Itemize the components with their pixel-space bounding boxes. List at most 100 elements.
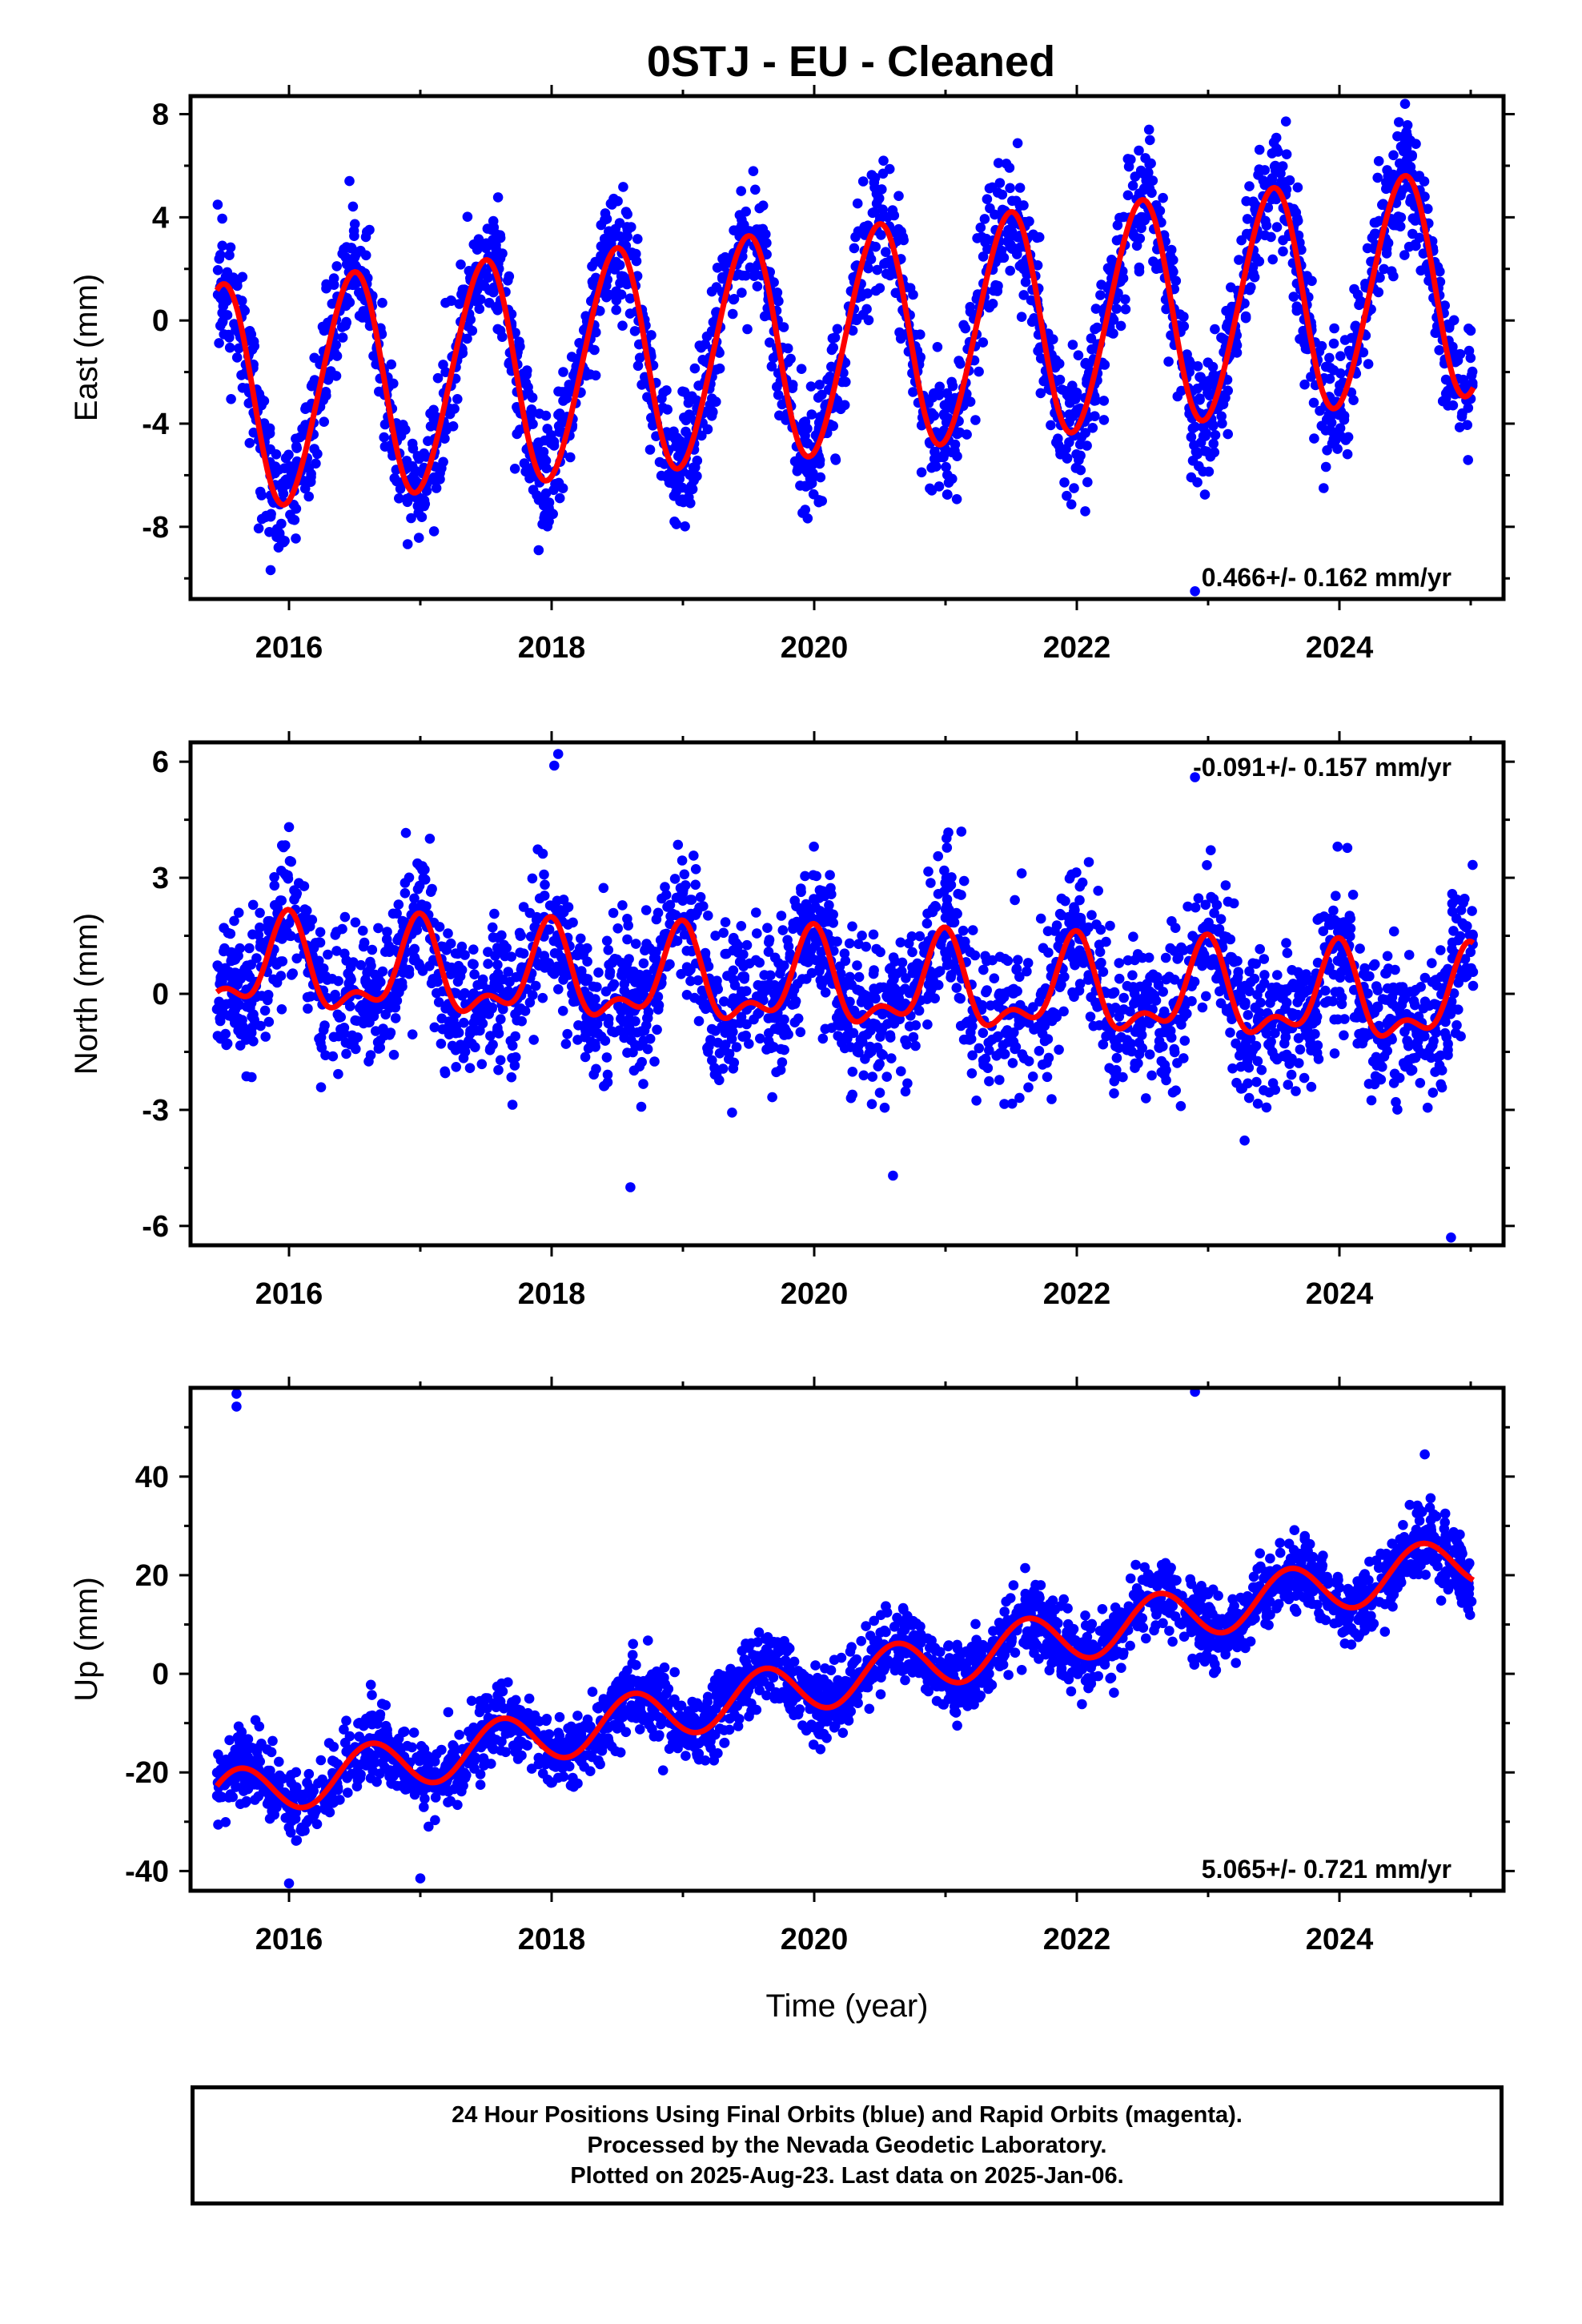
data-point — [1381, 248, 1392, 259]
data-point — [621, 279, 632, 290]
data-point — [998, 1039, 1009, 1051]
data-point — [820, 1023, 831, 1035]
data-point — [276, 534, 287, 545]
data-point — [1281, 184, 1292, 195]
data-point — [1190, 902, 1201, 913]
data-point — [669, 874, 681, 884]
data-point — [1465, 947, 1476, 958]
data-point — [379, 432, 390, 443]
data-point — [1054, 1044, 1064, 1055]
data-point — [593, 967, 604, 978]
data-point — [632, 360, 644, 372]
data-point — [1403, 950, 1415, 960]
data-point — [874, 283, 885, 294]
data-point — [956, 826, 967, 837]
data-point — [450, 948, 461, 959]
data-point — [468, 1017, 479, 1028]
data-point — [1371, 228, 1381, 239]
data-point — [1271, 194, 1282, 205]
data-point — [459, 1017, 469, 1028]
data-point — [1035, 388, 1046, 399]
data-point — [553, 420, 564, 432]
data-point — [1259, 970, 1270, 980]
data-point — [680, 521, 690, 532]
data-point — [1179, 1035, 1191, 1046]
data-point — [409, 893, 420, 904]
data-point — [1111, 1052, 1122, 1063]
data-point — [528, 1035, 539, 1045]
data-point — [896, 1066, 906, 1076]
data-point — [1010, 895, 1020, 906]
data-point — [1270, 160, 1281, 171]
data-point — [1403, 159, 1413, 170]
data-point — [558, 367, 568, 377]
data-point — [707, 393, 717, 404]
data-point — [506, 951, 516, 962]
data-point — [1369, 1007, 1379, 1018]
data-point — [910, 1040, 921, 1051]
data-point — [874, 1059, 885, 1069]
data-point — [440, 297, 451, 308]
data-point — [393, 899, 404, 910]
data-point — [495, 253, 506, 263]
data-point — [1192, 361, 1203, 372]
data-point — [1395, 158, 1405, 169]
data-point — [1294, 990, 1304, 1001]
data-point — [1440, 392, 1452, 404]
data-point — [993, 187, 1003, 198]
data-point — [1366, 1095, 1377, 1106]
data-point — [1014, 1092, 1025, 1104]
data-point — [678, 884, 689, 895]
data-point — [1022, 966, 1032, 977]
data-point — [1105, 920, 1115, 931]
data-point — [779, 1014, 789, 1025]
data-point — [389, 945, 400, 955]
data-point — [265, 565, 276, 576]
data-point — [533, 437, 544, 448]
data-point — [533, 545, 544, 556]
data-point — [270, 461, 281, 472]
data-point — [908, 1031, 919, 1043]
data-point — [1106, 255, 1117, 265]
data-point — [991, 1051, 1002, 1061]
data-point — [1256, 1064, 1267, 1076]
data-point — [484, 1045, 496, 1055]
data-point — [1371, 217, 1381, 228]
data-point — [1270, 1084, 1281, 1096]
data-point — [608, 262, 619, 273]
data-point — [913, 1005, 925, 1016]
data-point — [886, 1053, 897, 1063]
data-point — [1208, 438, 1219, 449]
data-point — [489, 908, 500, 919]
data-point — [1162, 1024, 1173, 1035]
data-point — [618, 182, 628, 192]
data-point — [382, 927, 392, 937]
data-point — [649, 1056, 660, 1067]
data-point — [828, 420, 838, 432]
data-point — [269, 872, 279, 883]
data-point — [1319, 997, 1331, 1008]
data-point — [787, 383, 798, 394]
data-point — [1129, 999, 1139, 1009]
data-point — [1313, 1054, 1324, 1064]
data-point — [858, 1070, 869, 1081]
data-point — [1102, 263, 1114, 274]
velocity-rate-label: 0.466+/- 0.162 mm/yr — [1202, 563, 1452, 592]
data-point — [234, 343, 244, 354]
data-point — [935, 939, 946, 950]
data-point — [1237, 1049, 1248, 1060]
data-point — [568, 996, 579, 1007]
data-point — [916, 467, 927, 478]
data-point — [1009, 219, 1019, 229]
data-point — [1098, 1039, 1109, 1050]
data-point — [404, 968, 415, 979]
data-point — [269, 880, 280, 891]
data-point — [718, 927, 729, 939]
data-point — [1122, 154, 1134, 164]
data-point — [711, 1069, 722, 1080]
data-point — [341, 316, 351, 328]
data-point — [1329, 1014, 1339, 1025]
data-point — [468, 959, 479, 970]
data-point — [1006, 1098, 1018, 1109]
data-point — [394, 493, 404, 504]
